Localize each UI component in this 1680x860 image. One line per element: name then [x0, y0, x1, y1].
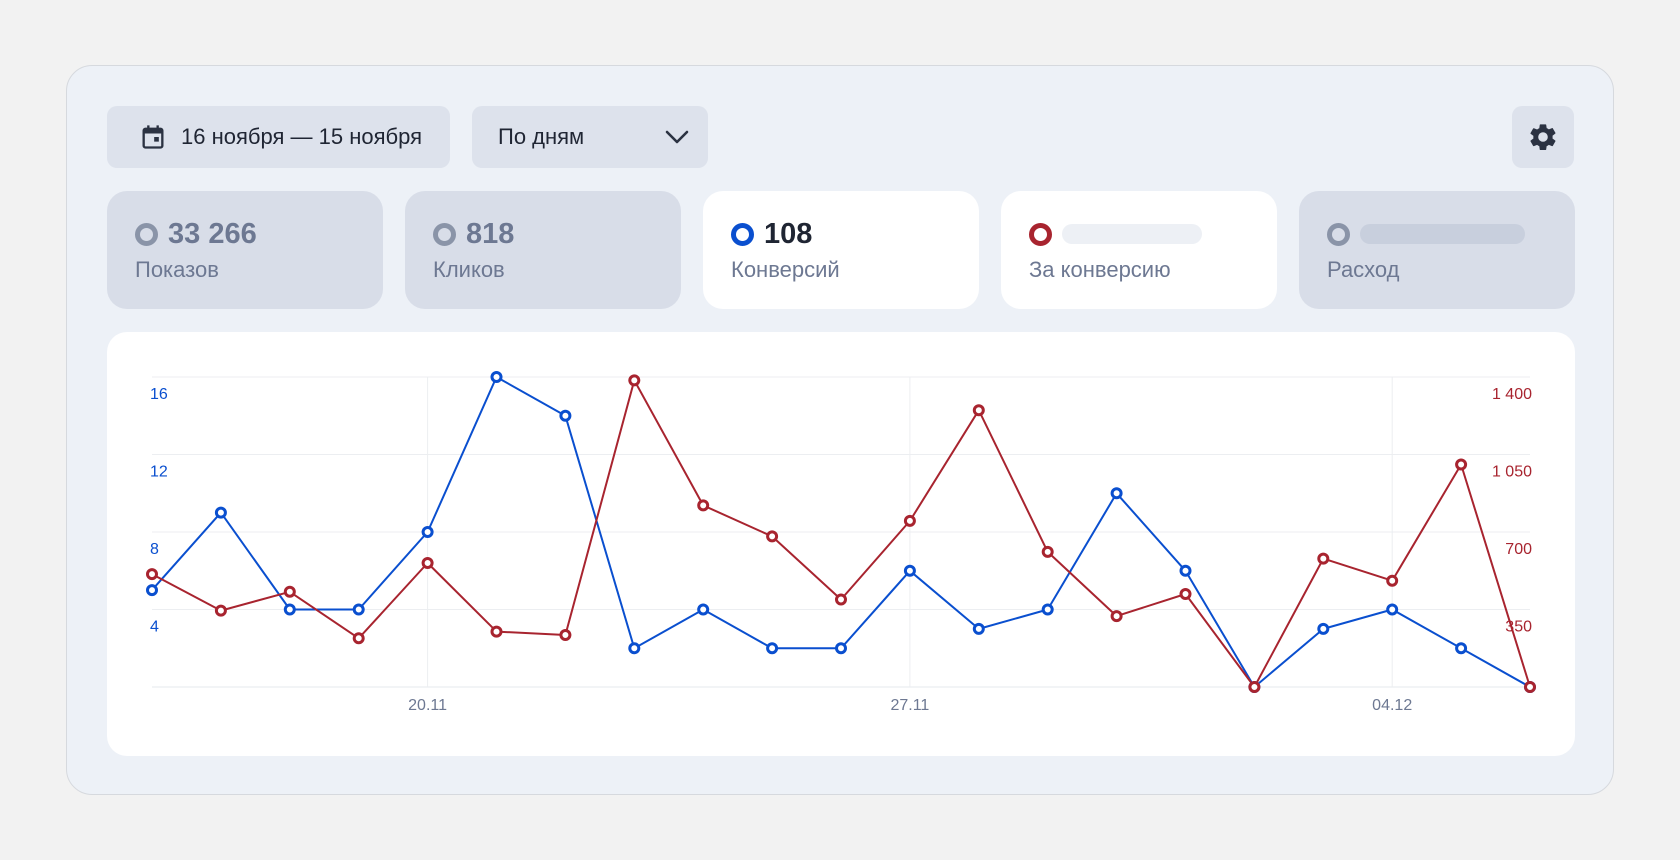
metric-label: Расход — [1327, 257, 1400, 282]
y-left-tick-label: 12 — [150, 464, 168, 481]
series-1-point — [1386, 603, 1399, 616]
y-right-tick-label: 1 400 — [1492, 386, 1532, 403]
y-right-tick-label: 700 — [1505, 541, 1532, 558]
period-label: По дням — [498, 124, 585, 149]
series-2-point — [903, 514, 916, 527]
series-2-point — [352, 632, 365, 645]
calendar-icon — [142, 125, 164, 149]
date-range-label: 16 ноября — 15 ноября — [181, 124, 422, 149]
series-2-point — [1248, 681, 1261, 693]
series-1-point — [1455, 642, 1468, 655]
x-tick-label: 04.12 — [1372, 697, 1412, 714]
metric-card-impressions[interactable]: 33 266 Показов — [107, 191, 383, 309]
y-left-tick-label: 4 — [150, 619, 159, 636]
series-1-point — [283, 603, 296, 616]
series-1-point — [628, 642, 641, 655]
series-marker-icon — [1029, 222, 1052, 246]
y-left-tick-label: 8 — [150, 541, 159, 558]
series-2-point — [972, 404, 985, 417]
series-marker-icon — [731, 222, 754, 246]
series-2-point — [490, 625, 503, 638]
chevron-down-icon — [665, 130, 689, 144]
series-1-point — [490, 371, 503, 383]
series-marker-icon — [135, 222, 158, 246]
metric-card-clicks[interactable]: 818 Кликов — [405, 191, 681, 309]
y-right-tick-label: 1 050 — [1492, 464, 1532, 481]
series-1-point — [352, 603, 365, 616]
series-1-point — [214, 506, 227, 519]
series-1-point — [766, 642, 779, 655]
metric-label: Кликов — [433, 257, 505, 282]
settings-button[interactable] — [1512, 106, 1574, 168]
series-2-point — [146, 568, 158, 581]
series-2-point — [283, 585, 296, 598]
series-1-point — [835, 642, 847, 655]
series-2-point — [1524, 681, 1536, 693]
series-1-point — [972, 622, 985, 635]
period-select[interactable]: По дням — [472, 106, 708, 168]
series-2-point — [1179, 588, 1192, 600]
series-2-point — [835, 593, 847, 606]
metric-card-cost-per-conversion[interactable]: За конверсию — [1001, 191, 1277, 309]
series-marker-icon — [433, 222, 456, 246]
chart-card: 4 8 12 16 350 700 1 050 1 400 20.11 27.11 04.12 — [107, 332, 1575, 756]
series-2-point — [1317, 552, 1330, 565]
series-2-point — [697, 499, 710, 512]
metric-value: 33 266 — [168, 217, 257, 250]
date-range-button[interactable]: 16 ноября — 15 ноября — [107, 106, 450, 168]
series-1-point — [559, 409, 572, 422]
series-marker-icon — [1327, 222, 1350, 246]
y-left-tick-label: 16 — [150, 386, 168, 403]
gear-icon — [1530, 124, 1556, 151]
value-loading-placeholder — [1062, 224, 1202, 244]
series-1-point — [1179, 564, 1192, 577]
series-2-point — [214, 604, 227, 617]
dashboard-panel: 16 ноября — 15 ноября По дням 33 266 Пок… — [66, 65, 1614, 795]
metric-card-spend[interactable]: Расход — [1299, 191, 1575, 309]
metric-value: 108 — [764, 217, 813, 250]
metric-label: Конверсий — [731, 257, 840, 282]
series-1-point — [1041, 603, 1054, 616]
value-loading-placeholder — [1360, 224, 1525, 244]
series-2-point — [1386, 574, 1399, 587]
series-2-point — [1041, 545, 1054, 558]
metric-label: За конверсию — [1029, 257, 1171, 282]
series-2-point — [1455, 458, 1468, 471]
metric-value: 818 — [466, 217, 515, 250]
series-2-point — [421, 557, 434, 569]
series-2-point — [559, 628, 572, 641]
series-2-point — [1110, 610, 1123, 623]
series-1-point — [1110, 487, 1123, 500]
series-1-point — [903, 564, 916, 577]
series-1-point — [421, 526, 434, 538]
x-tick-label: 27.11 — [890, 697, 929, 714]
x-tick-label: 20.11 — [408, 697, 447, 714]
series-1-point — [697, 603, 710, 616]
series-2-point — [766, 530, 779, 543]
metric-label: Показов — [135, 257, 219, 282]
series-1-point — [146, 584, 158, 597]
metric-card-conversions[interactable]: 108 Конверсий — [703, 191, 979, 309]
series-1-point — [1317, 622, 1330, 635]
series-2-point — [628, 374, 641, 387]
